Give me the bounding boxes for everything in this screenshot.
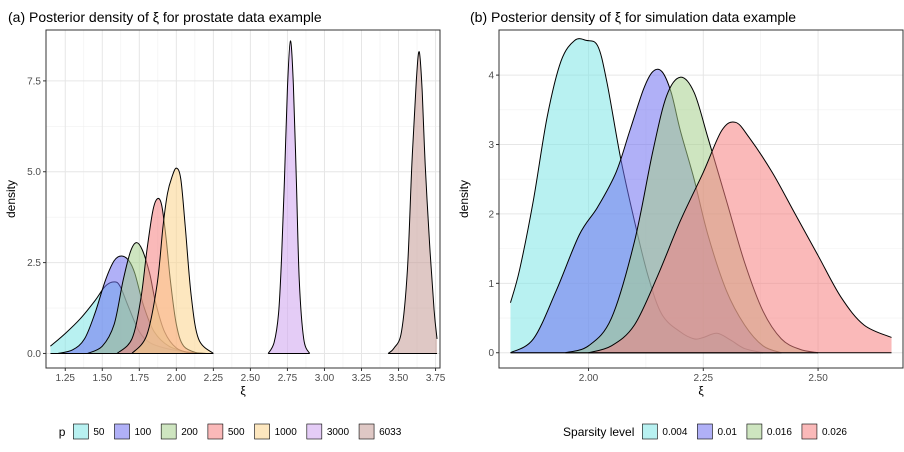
- x-tick-label: 3.25: [352, 373, 372, 384]
- legend: Sparsity level 0.004 0.01 0.016 0.026: [563, 423, 847, 440]
- legend-label-6033: 6033: [379, 427, 402, 438]
- y-tick-label: 2: [488, 209, 494, 220]
- x-tick-label: 1.75: [130, 373, 150, 384]
- chart-title: (b) Posterior density of ξ for simulatio…: [470, 9, 796, 25]
- legend-label-200: 200: [181, 427, 198, 438]
- density-area-6033: [388, 51, 438, 354]
- legend-key-100: [114, 423, 130, 440]
- density-outline-6033: [387, 51, 438, 354]
- x-axis-title: ξ: [240, 384, 246, 398]
- legend-key-6033: [358, 423, 375, 440]
- legend-label-0.026: 0.026: [822, 427, 847, 438]
- x-axis-title: ξ: [698, 384, 704, 398]
- density-outline-1000: [131, 167, 214, 354]
- y-tick-label: 0.0: [27, 349, 41, 360]
- x-tick-label: 1.50: [93, 373, 113, 384]
- y-tick-label: 3: [488, 140, 494, 151]
- density-area-0.026: [588, 121, 892, 353]
- legend-key-0.026: [801, 423, 818, 440]
- x-tick-label: 2.50: [808, 373, 828, 384]
- y-tick-label: 1: [488, 279, 494, 290]
- y-tick-label: 4: [488, 71, 494, 82]
- legend-title: p: [59, 425, 66, 439]
- x-tick-label: 1.25: [56, 373, 76, 384]
- y-tick-label: 2.5: [27, 258, 41, 269]
- density-outline-3000: [267, 40, 311, 354]
- density-area-3000: [268, 40, 310, 354]
- legend-title: Sparsity level: [563, 425, 634, 439]
- legend-key-50: [73, 423, 89, 440]
- legend-label-0.004: 0.004: [662, 427, 687, 438]
- x-tick-label: 3.75: [426, 373, 446, 384]
- legend-key-0.016: [746, 423, 763, 440]
- density-area-200: [87, 242, 192, 354]
- y-tick-label: 5.0: [27, 167, 41, 178]
- legend-label-50: 50: [93, 427, 105, 438]
- plot-border: [45, 29, 441, 369]
- x-tick-label: 2.50: [241, 373, 261, 384]
- legend-key-0.01: [697, 423, 713, 440]
- density-outline-0.026: [588, 121, 892, 354]
- legend-key-0.004: [642, 423, 658, 440]
- density-area-1000: [131, 168, 214, 354]
- y-axis-title: density: [4, 180, 18, 218]
- legend-key-500: [207, 423, 224, 440]
- x-tick-label: 3.50: [389, 373, 409, 384]
- panel-a-prostate: (a) Posterior density of ξ for prostate …: [4, 9, 446, 440]
- x-tick-label: 2.25: [694, 373, 714, 384]
- chart-title: (a) Posterior density of ξ for prostate …: [8, 9, 322, 25]
- plot-border: [498, 29, 904, 369]
- y-tick-label: 7.5: [27, 76, 41, 87]
- x-tick-label: 2.00: [167, 373, 187, 384]
- legend-key-1000: [254, 423, 270, 440]
- legend-label-1000: 1000: [275, 427, 298, 438]
- legend-label-500: 500: [228, 427, 245, 438]
- x-tick-label: 2.75: [278, 373, 298, 384]
- x-tick-label: 3.00: [315, 373, 335, 384]
- legend-label-0.016: 0.016: [767, 427, 792, 438]
- y-tick-label: 0: [488, 348, 494, 359]
- panel-b-simulation: (b) Posterior density of ξ for simulatio…: [457, 9, 904, 440]
- legend-label-0.01: 0.01: [717, 427, 737, 438]
- legend-label-3000: 3000: [327, 427, 350, 438]
- y-axis-title: density: [457, 180, 471, 218]
- legend-key-3000: [306, 423, 323, 440]
- legend-key-200: [160, 423, 177, 440]
- legend: p 50 100 200 500 1000 3000 6033: [59, 423, 402, 440]
- x-tick-label: 2.25: [204, 373, 224, 384]
- x-tick-label: 2.00: [579, 373, 599, 384]
- legend-label-100: 100: [135, 427, 152, 438]
